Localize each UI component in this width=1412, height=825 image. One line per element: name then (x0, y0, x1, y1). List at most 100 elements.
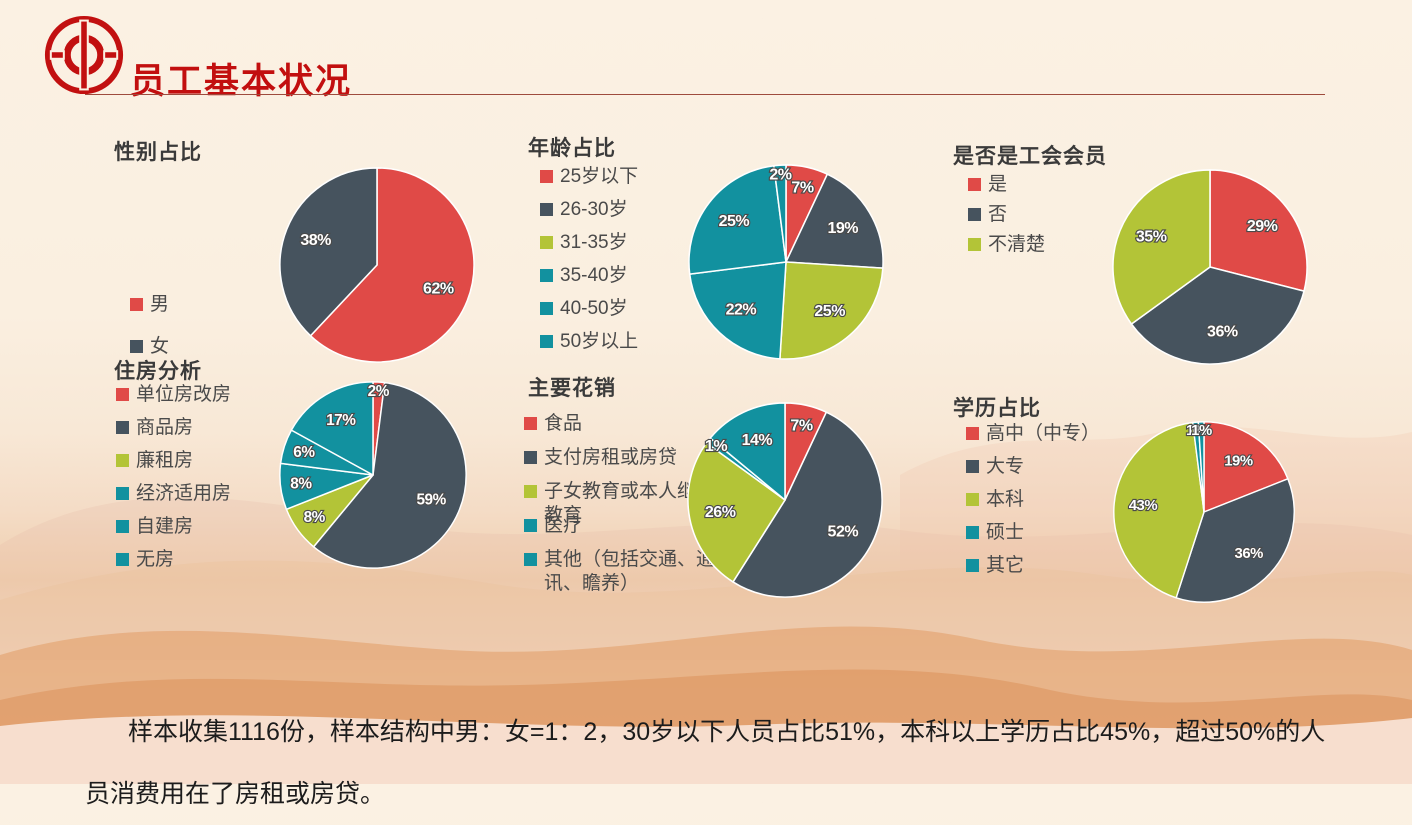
legend-label: 廉租房 (136, 450, 194, 471)
summary-text: 样本收集1116份，样本结构中男：女=1：2，30岁以下人员占比51%，本科以上… (85, 718, 1326, 808)
pie-slice-label: 25% (719, 213, 750, 230)
legend-swatch (968, 208, 981, 221)
pie-slice-label: 29% (1247, 218, 1278, 235)
pie-slice-label: 52% (828, 523, 859, 540)
pie-slice-商品房 (312, 381, 467, 569)
pie-slice-高中（中专） (1203, 421, 1289, 513)
legend-label: 自建房 (136, 516, 194, 537)
pie-chart-union-membership: 29% 36% 35% (1112, 169, 1308, 365)
legend-item: 25岁以下 (540, 165, 690, 198)
legend-item: 否 (968, 203, 1118, 233)
legend-label: 本科 (986, 489, 1025, 510)
pie-slice-大专 (1175, 478, 1295, 603)
chart-title: 是否是工会会员 (953, 145, 1107, 168)
legend-item: 50岁以上 (540, 330, 690, 363)
pie-slice-35-40岁 (688, 261, 787, 360)
legend-item: 是 (968, 173, 1118, 203)
legend-label: 商品房 (136, 417, 194, 438)
pie-slice-其他（包括交通、通讯、瞻养） (709, 402, 786, 501)
pie-slice-label: 36% (1235, 546, 1264, 562)
chart-legend: 25岁以下 26-30岁 31-35岁 35-40岁 40-50岁 50岁以上 (540, 165, 690, 363)
chart-panel-expenses: 主要花销 食品 支付房租或房贷 子女教育或本人继续教育 医疗 其他（包括交通、通讯、瞻养… (524, 366, 914, 616)
legend-label: 否 (988, 204, 1008, 225)
legend-label: 高中（中专） (986, 423, 1101, 444)
chart-panel-education: 学历占比 高中（中专） 大专 本科 硕士 其它 19% 36% 43% 1% 1% (949, 386, 1349, 626)
pie-slice-31-35岁 (779, 261, 884, 360)
legend-item: 高中（中专） (966, 422, 1126, 455)
pie-slice-label: 7% (791, 180, 813, 197)
legend-label: 25岁以下 (560, 166, 639, 187)
pie-chart-expenses: 7% 52% 26% 1% 14% (687, 402, 883, 598)
pie-slice-label: 62% (423, 281, 454, 298)
legend-label: 医疗 (544, 515, 583, 536)
pie-slice-label: 7% (790, 418, 812, 435)
legend-swatch (540, 269, 553, 282)
legend-label: 35-40岁 (560, 265, 628, 286)
legend-label: 26-30岁 (560, 199, 628, 220)
pie-slice-label: 1% (1191, 423, 1212, 439)
slide-header: 员工基本状况 (0, 0, 1412, 101)
pie-slice-label: 25% (814, 303, 845, 320)
chart-panel-gender: 性别占比 男女 62% 38% (110, 130, 500, 375)
legend-item: 不清楚 (968, 233, 1118, 263)
pie-slice-label: 2% (368, 383, 390, 400)
legend-swatch (540, 236, 553, 249)
chart-title: 性别占比 (114, 141, 202, 164)
legend-swatch (966, 559, 979, 572)
header-divider (85, 94, 1325, 95)
page-title: 员工基本状况 (130, 62, 353, 102)
legend-label: 其它 (986, 555, 1025, 576)
pie-chart-housing: 2% 59% 8% 8% 6% 17% (279, 381, 467, 569)
pie-slice-label: 22% (726, 302, 757, 319)
pie-chart-education: 19% 36% 43% 1%1% (1113, 421, 1295, 603)
legend-swatch (116, 388, 129, 401)
legend-swatch (966, 427, 979, 440)
legend-label: 支付房租或房贷 (544, 447, 678, 468)
pie-slice-label: 43% (1129, 498, 1158, 514)
legend-item: 自建房 (116, 515, 286, 548)
legend-swatch (540, 302, 553, 315)
chart-legend: 高中（中专） 大专 本科 硕士 其它 (966, 422, 1126, 587)
legend-swatch (524, 519, 537, 532)
legend-item: 其它 (966, 554, 1126, 587)
pie-chart-gender: 62% 38% (279, 167, 475, 363)
pie-slice-label: 59% (416, 492, 446, 509)
legend-swatch (966, 526, 979, 539)
pie-slice-label: 8% (290, 476, 312, 493)
legend-swatch (116, 454, 129, 467)
pie-slice-label: 38% (300, 232, 331, 249)
pie-slice-label: 26% (705, 504, 736, 521)
pie-slice-label: 1% (1186, 423, 1207, 439)
legend-item: 子女教育或本人继续教育 (524, 480, 718, 526)
pie-slice-无房 (290, 381, 374, 476)
legend-swatch (540, 203, 553, 216)
legend-item: 40-50岁 (540, 297, 690, 330)
legend-item: 单位房改房 (116, 383, 286, 416)
legend-item: 商品房 (116, 416, 286, 449)
legend-swatch (966, 460, 979, 473)
legend-label: 无房 (136, 549, 175, 570)
pie-slice-26-30岁 (785, 173, 884, 269)
pie-slice-label: 14% (742, 432, 773, 449)
pie-slice-50岁以上 (773, 164, 787, 263)
pie-slice-女 (279, 167, 378, 337)
pie-slice-男 (309, 167, 475, 363)
legend-item: 26-30岁 (540, 198, 690, 231)
legend-label: 大专 (986, 456, 1025, 477)
legend-item: 男 (130, 293, 280, 335)
pie-slice-label: 6% (293, 444, 315, 461)
legend-label: 经济适用房 (136, 483, 232, 504)
legend-item: 食品 (524, 412, 718, 446)
legend-swatch (524, 417, 537, 430)
pie-slice-40-50岁 (688, 164, 787, 275)
legend-swatch (116, 421, 129, 434)
legend-item: 大专 (966, 455, 1126, 488)
chart-panel-housing: 住房分析 单位房改房 商品房 廉租房 经济适用房 自建房 无房 2% 59% 8% 8% 6% 17… (110, 349, 500, 594)
legend-label: 女 (150, 336, 170, 357)
pie-slice-支付房租或房贷 (732, 411, 883, 598)
legend-label: 40-50岁 (560, 298, 628, 319)
legend-swatch (130, 340, 143, 353)
pie-chart-age: 7% 19% 25% 22% 25% 2% (688, 164, 884, 360)
pie-slice-label: 36% (1207, 323, 1238, 340)
legend-item: 经济适用房 (116, 482, 286, 515)
